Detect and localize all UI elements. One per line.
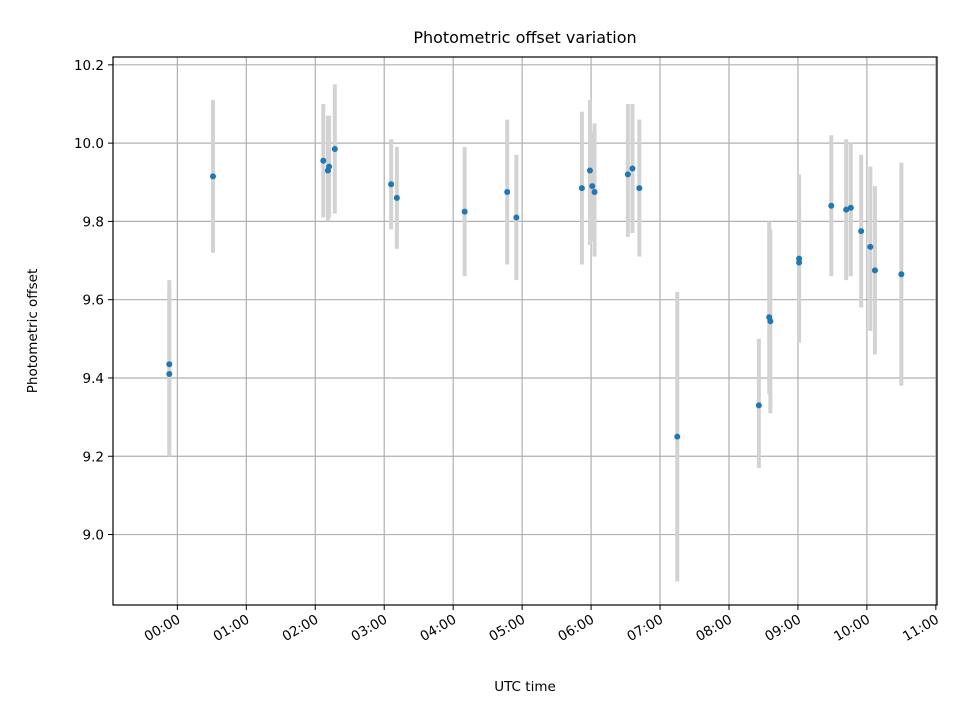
data-point: [629, 165, 636, 172]
y-tick-label: 9.4: [83, 371, 104, 387]
data-point: [393, 194, 400, 201]
y-tick-label: 9.0: [83, 528, 104, 544]
data-point: [166, 361, 173, 368]
data-point: [636, 185, 643, 192]
x-tick-label: 05:00: [486, 612, 528, 645]
data-point: [847, 204, 854, 211]
data-point: [858, 228, 865, 235]
data-point: [755, 402, 762, 409]
data-point: [867, 243, 874, 250]
x-axis-label: UTC time: [494, 679, 556, 695]
data-point: [578, 185, 585, 192]
x-tick-label: 11:00: [900, 612, 942, 645]
data-point: [828, 202, 835, 209]
data-point: [843, 206, 850, 213]
x-tick-label: 07:00: [624, 612, 666, 645]
x-tick-label: 01:00: [211, 612, 253, 645]
data-point: [674, 433, 681, 440]
data-point: [461, 208, 468, 215]
y-tick-label: 10.0: [74, 136, 104, 152]
x-tick-label: 08:00: [693, 612, 735, 645]
data-point: [209, 173, 216, 180]
error-bars: [167, 84, 904, 582]
y-tick-label: 9.6: [83, 293, 104, 309]
x-tick-label: 03:00: [349, 612, 391, 645]
y-axis-label: Photometric offset: [25, 269, 41, 393]
data-point: [388, 181, 395, 188]
x-tick-label: 09:00: [762, 612, 804, 645]
y-tick-label: 9.2: [83, 449, 104, 465]
x-tick-label: 00:00: [142, 612, 184, 645]
data-point: [586, 167, 593, 174]
data-point: [504, 189, 511, 196]
x-tick-label: 10:00: [831, 612, 873, 645]
data-point: [589, 183, 596, 190]
chart-title: Photometric offset variation: [413, 28, 636, 47]
plot-frame: [112, 56, 938, 606]
data-point: [796, 259, 803, 266]
data-points: [166, 145, 905, 440]
grid: [113, 57, 937, 605]
data-point: [591, 189, 598, 196]
data-point: [767, 318, 774, 325]
data-point: [624, 171, 631, 178]
data-point: [320, 157, 327, 164]
x-tick-label: 02:00: [280, 612, 322, 645]
y-tick-label: 10.2: [74, 58, 104, 74]
data-point: [513, 214, 520, 221]
data-point: [898, 271, 905, 278]
data-point: [326, 163, 333, 170]
x-tick-label: 06:00: [555, 612, 597, 645]
data-point: [166, 371, 173, 378]
x-tick-label: 04:00: [417, 612, 459, 645]
y-tick-label: 9.8: [83, 214, 104, 230]
data-point: [871, 267, 878, 274]
data-point: [331, 145, 338, 152]
